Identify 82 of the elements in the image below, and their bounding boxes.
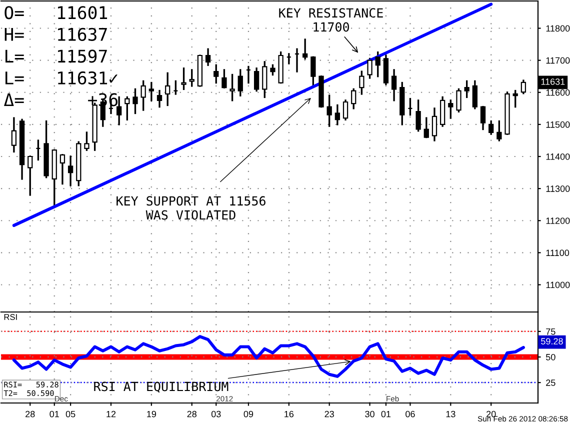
candlestick [214,64,219,84]
y-tick-label: 25 [546,380,556,386]
annotation: KEY RESISTANCE 11700 [279,8,383,32]
x-tick-label: 30 [365,410,374,418]
candlestick [351,88,356,110]
candlestick [416,100,421,132]
y-tick-label: 11500 [546,121,570,128]
candlestick [326,94,332,127]
x-tick-label: 12 [106,410,116,418]
candlestick [11,117,17,153]
candlestick [496,120,502,142]
y-tick-label: 75 [546,328,556,335]
candlestick [262,61,268,98]
candlestick [464,80,470,98]
x-tick-label: 13 [446,410,456,418]
candlestick [205,48,211,66]
candlestick [84,132,90,151]
candlestick [181,67,186,90]
annotation: O= 11601 [4,6,108,20]
candlestick [456,88,462,112]
x-tick-label: 01 [50,410,59,418]
x-tick-label: 01 [381,410,391,418]
candlestick [124,96,130,120]
x-tick-label: 06 [406,410,415,418]
x-tick-label: 19 [147,410,156,418]
y-tick-label: 11700 [546,57,570,64]
candlestick [334,104,340,126]
candlestick [375,51,380,78]
x-tick-label: 16 [284,410,294,418]
y-tick-label: 11600 [546,89,570,96]
candlestick [424,117,429,138]
line-series [12,335,525,378]
candlestick [448,100,454,119]
y-tick-label: 50 [546,354,556,360]
candlestick [359,70,364,95]
annotation: L= 11597 [6,50,107,63]
annotation: KEY SUPPORT AT 11556 WAS VIOLATED [116,196,266,220]
annotation: L= 11631✓ [6,71,118,85]
annotation: RSI [4,314,17,320]
candlestick [238,69,243,96]
y-tick-label: 11200 [546,218,570,224]
y-tick-label: 11800 [546,25,570,32]
candlestick [140,80,146,111]
candlestick [116,96,122,126]
candlestick [165,72,170,106]
candlestick [28,156,33,196]
x-tick-label: 23 [324,410,334,418]
y-tick-label: 11000 [546,282,570,288]
candlestick [432,108,438,142]
candlestick [520,80,526,94]
candlestick [222,69,227,88]
x-tick-label: 28 [26,410,35,418]
x-tick-label: 20 [486,410,496,418]
candlestick [68,156,74,186]
candlestick [512,90,518,108]
candlestick [254,67,260,92]
x-tick-label: 28 [187,410,196,418]
candlestick [230,74,235,102]
text: 59.28 [541,338,563,344]
x-tick-label: 03 [211,410,221,418]
annotation: RSI AT EQUILIBRIUM [94,382,228,393]
candlestick [148,82,154,102]
candlestick [472,80,478,110]
candlestick [270,64,276,76]
candlestick [189,69,194,87]
candlestick [480,106,486,130]
y-tick-label: 11400 [546,153,570,160]
candlestick [302,38,308,60]
x-tick-label: 05 [66,410,76,418]
candlestick [132,88,138,114]
candlestick [342,100,348,120]
candlestick [391,69,397,102]
candlestick [310,56,316,87]
candlestick [60,154,66,185]
annotation: H= 11637 [4,28,107,41]
text: 11631 [541,78,565,85]
candlestick [367,58,372,79]
x-tick-label: 09 [244,410,254,418]
candlestick [488,120,494,135]
y-tick-label: 11100 [546,250,570,256]
candlestick [156,90,162,108]
y-tick-label: 11300 [546,186,570,192]
